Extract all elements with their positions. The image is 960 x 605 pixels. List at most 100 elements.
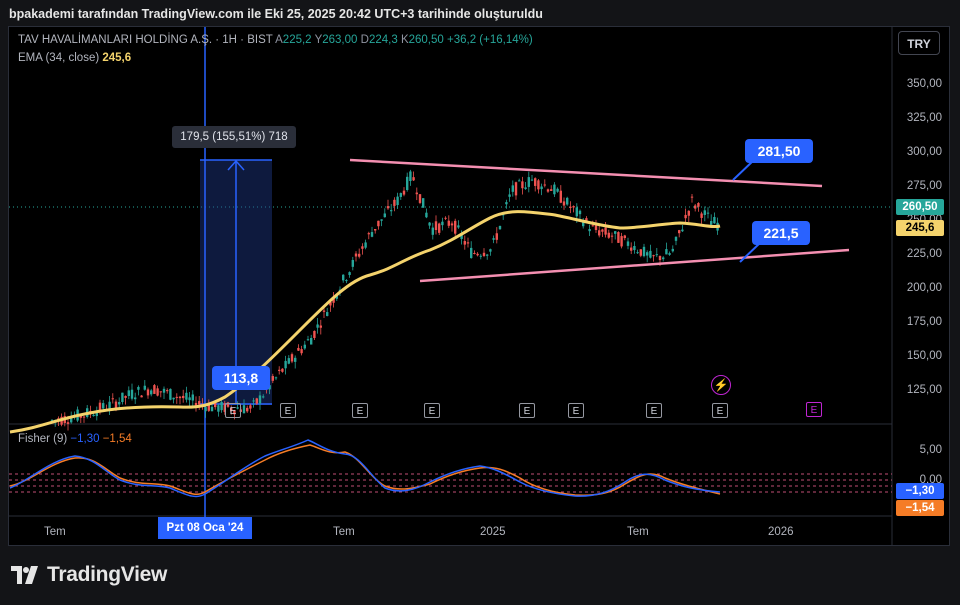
fisher-tag: −1,30 (896, 483, 944, 499)
x-label-tem-2: Tem (333, 526, 355, 538)
lightning-icon[interactable]: ⚡ (711, 375, 731, 395)
open-value: 225,2 (282, 34, 312, 46)
candle (473, 252, 476, 254)
candle (486, 254, 489, 256)
candle (572, 206, 575, 208)
ema-label: EMA (34, close) (18, 52, 100, 64)
candle (617, 232, 620, 243)
ema-value: 245,6 (102, 52, 132, 64)
candle (646, 252, 649, 256)
candle (313, 330, 316, 338)
candle (540, 186, 543, 190)
trendline-lower[interactable] (419, 248, 850, 283)
candle (626, 241, 630, 246)
candle (687, 210, 690, 216)
candle (681, 229, 684, 232)
earnings-marker[interactable]: E (225, 403, 241, 418)
candle (614, 231, 617, 234)
candle (514, 182, 518, 196)
candle (466, 242, 470, 244)
candle (249, 405, 252, 409)
candle (182, 395, 185, 399)
candle (428, 222, 431, 226)
candle (95, 411, 98, 417)
candle (361, 246, 364, 249)
candle (559, 190, 562, 203)
candle (470, 247, 473, 258)
candle (226, 402, 230, 407)
candle (463, 241, 466, 245)
candle (345, 280, 348, 282)
candle (114, 401, 118, 409)
candle (246, 407, 249, 412)
x-label-tem-1: Tem (44, 526, 66, 538)
callout-upper[interactable]: 281,50 (745, 139, 813, 163)
ema-line (9, 210, 721, 434)
candle (223, 403, 226, 412)
earnings-marker[interactable]: E (519, 403, 535, 418)
candle (102, 403, 105, 409)
candle (162, 388, 166, 393)
candle (175, 396, 178, 398)
earnings-marker[interactable]: E (352, 403, 368, 418)
candle (217, 405, 220, 412)
candle (207, 404, 210, 411)
callout-start[interactable]: 113,8 (212, 366, 270, 390)
close-key: K (400, 34, 409, 46)
earnings-marker-future[interactable]: E (806, 402, 822, 417)
candle (534, 178, 537, 186)
candle (578, 210, 582, 215)
candle (518, 180, 521, 182)
candle (662, 257, 665, 260)
price-axis-label: 175,00 (906, 316, 942, 328)
callout-lower[interactable]: 221,5 (752, 221, 810, 245)
close-value: 260,50 (408, 34, 444, 46)
candle (591, 225, 594, 227)
candle (50, 419, 54, 421)
candle (386, 206, 390, 209)
candle (569, 206, 572, 208)
candle (406, 176, 409, 191)
candle (367, 233, 370, 235)
candle (326, 312, 329, 316)
fisher-value: −1,30 (70, 433, 100, 445)
candle (242, 405, 246, 414)
candle (713, 216, 716, 224)
fisher-trigger-tag: −1,54 (896, 500, 944, 516)
ema-legend[interactable]: EMA (34, close) 245,6 (18, 52, 131, 64)
earnings-marker[interactable]: E (568, 403, 584, 418)
candle (425, 212, 428, 218)
candle (178, 396, 182, 399)
candle (610, 235, 614, 237)
candle (457, 225, 460, 228)
trendline-upper[interactable] (349, 158, 823, 188)
currency-button[interactable]: TRY (898, 31, 940, 55)
earnings-marker[interactable]: E (646, 403, 662, 418)
candle (402, 190, 406, 195)
candle (134, 397, 137, 400)
candle (575, 207, 578, 217)
candle (607, 232, 610, 238)
candle (118, 402, 121, 405)
candle (658, 256, 662, 261)
earnings-marker[interactable]: E (712, 403, 728, 418)
candle (191, 394, 194, 401)
earnings-marker[interactable]: E (424, 403, 440, 418)
earnings-marker[interactable]: E (280, 403, 296, 418)
candle (156, 388, 159, 396)
open-key: A (275, 34, 283, 46)
candle (322, 310, 326, 312)
candle (630, 247, 633, 251)
x-label-tem-3: Tem (627, 526, 649, 538)
candle (476, 253, 479, 256)
candle (70, 417, 73, 423)
candle (172, 397, 175, 400)
crosshair-date-tag: Pzt 08 Oca '24 (158, 517, 252, 539)
measure-label: 179,5 (155,51%) 718 (172, 126, 296, 148)
fisher-legend[interactable]: Fisher (9) −1,30 −1,54 (18, 433, 132, 445)
candle (585, 218, 588, 223)
candle (623, 235, 626, 239)
symbol-name[interactable]: TAV HAVALİMANLARI HOLDİNG A.Ş. · 1H · BI… (18, 34, 273, 46)
candle (454, 220, 457, 234)
